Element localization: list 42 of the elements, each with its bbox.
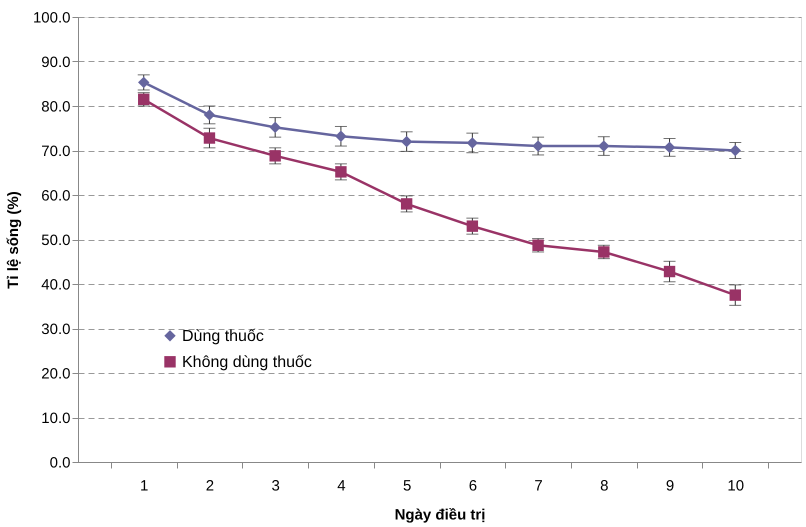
- point: [466, 137, 478, 149]
- x-tick-label: 4: [337, 478, 346, 494]
- y-tick-label: 100.0: [32, 10, 70, 26]
- y-tick-label: 0.0: [50, 454, 70, 472]
- point: [269, 122, 281, 134]
- y-axis-title: Tỉ lệ sống (%): [4, 191, 22, 289]
- point: [400, 198, 412, 210]
- y-tick-label: 80.0: [41, 98, 70, 116]
- x-tick-label: 2: [206, 478, 214, 494]
- point: [664, 266, 676, 278]
- x-tick-label: 9: [666, 478, 674, 494]
- x-tick-label: 10: [727, 478, 744, 494]
- x-tick-label: 6: [468, 478, 478, 494]
- point: [532, 140, 544, 152]
- point: [269, 150, 281, 162]
- point: [204, 132, 216, 144]
- x-axis-title: Ngày điều trị: [394, 506, 486, 524]
- x-tick-label: 8: [600, 478, 608, 494]
- point: [335, 130, 347, 142]
- x-tick-label: 7: [534, 478, 543, 494]
- point: [335, 166, 347, 178]
- point: [664, 142, 676, 154]
- point: [598, 140, 610, 152]
- point: [138, 76, 150, 88]
- y-tick-label: 40.0: [41, 276, 70, 294]
- y-tick-label: 30.0: [41, 321, 70, 338]
- point: [466, 220, 478, 232]
- y-tick-label: 50.0: [41, 232, 70, 249]
- x-tick-label: 3: [272, 478, 280, 494]
- legend-label: Dùng thuốc: [182, 328, 264, 345]
- legend-label: Không dùng thuốc: [182, 354, 312, 371]
- point: [204, 109, 216, 121]
- y-tick-label: 20.0: [41, 366, 70, 382]
- point: [400, 136, 412, 148]
- y-tick-label: 70.0: [41, 143, 70, 160]
- y-tick-label: 90.0: [41, 54, 70, 71]
- y-tick-label: 10.0: [41, 410, 70, 427]
- x-tick-label: 5: [402, 478, 412, 494]
- point: [730, 144, 741, 156]
- point: [730, 289, 741, 301]
- x-tick-label: 1: [140, 478, 148, 494]
- y-tick-label: 60.0: [41, 188, 70, 204]
